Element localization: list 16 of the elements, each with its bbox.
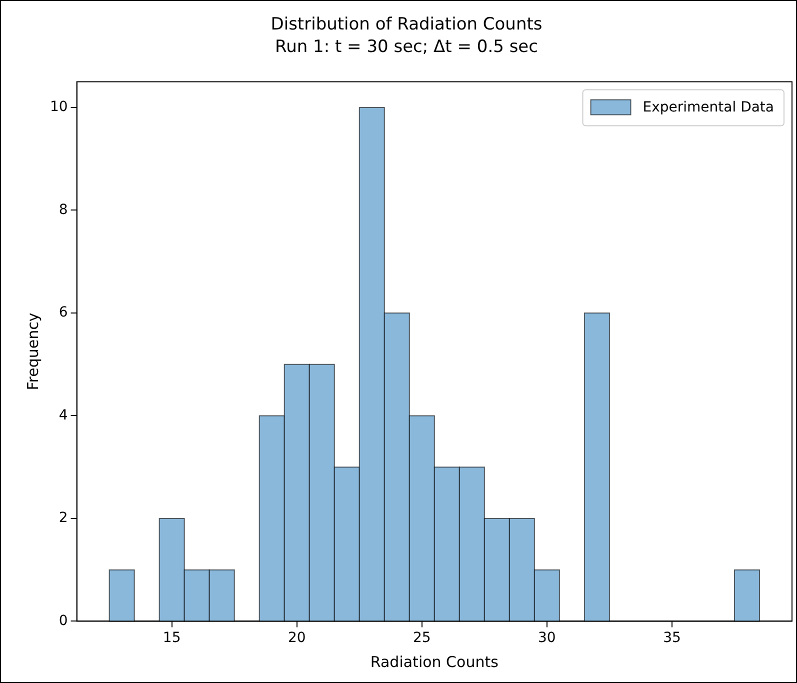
y-tick-label: 2 — [58, 510, 68, 526]
y-tick-label: 0 — [58, 612, 68, 629]
x-tick-label: 35 — [663, 630, 681, 646]
x-axis-title: Radiation Counts — [370, 652, 499, 671]
x-tick-label: 30 — [538, 630, 556, 646]
y-tick-label: 8 — [58, 202, 68, 218]
x-tick-label: 25 — [412, 630, 431, 646]
chart-subtitle: Run 1: t = 30 sec; Δt = 0.5 sec — [275, 37, 538, 58]
y-tick-label: 10 — [50, 99, 68, 116]
y-axis-title: Frequency — [24, 312, 42, 390]
y-tick-label: 4 — [58, 407, 68, 424]
legend-label: Experimental Data — [642, 99, 774, 116]
x-tick-label: 20 — [288, 630, 306, 646]
x-tick-label: 15 — [162, 630, 181, 646]
chart-title: Distribution of Radiation Counts — [270, 14, 542, 35]
y-tick-label: 6 — [58, 304, 68, 321]
